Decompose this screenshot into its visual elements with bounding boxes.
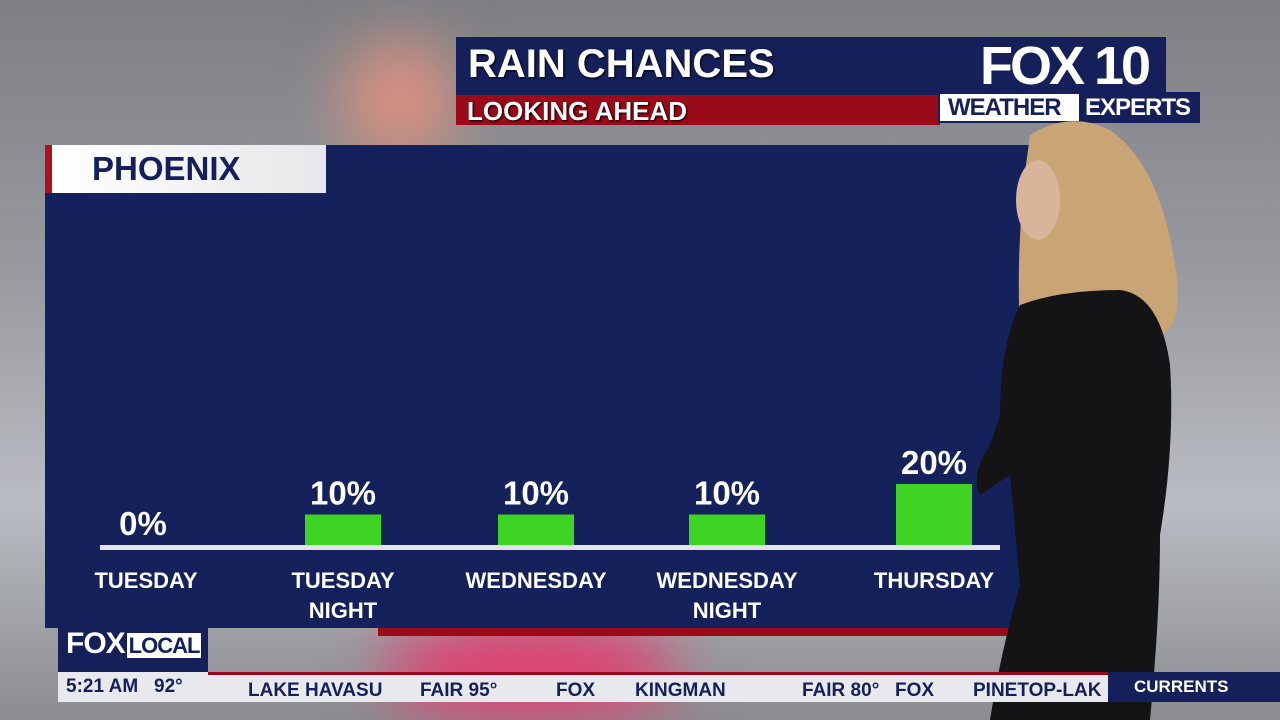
news-ticker: LAKE HAVASU FAIR 95° FOX KINGMAN FAIR 80° FOX… [58, 672, 1280, 702]
ticker-item: FAIR 95° [420, 680, 498, 701]
presenter [976, 121, 1178, 720]
page-title: RAIN CHANCES [468, 42, 775, 86]
subtitle-bar [456, 95, 940, 125]
bar [896, 484, 972, 545]
category-label: TUESDAY [291, 568, 394, 593]
data-label: 0% [119, 505, 167, 542]
logo-tag-left: WEATHER [948, 94, 1062, 121]
ticker-item: FAIR 80° [802, 680, 880, 701]
category-label: THURSDAY [874, 568, 995, 593]
baseline [100, 545, 1000, 550]
data-label: 10% [694, 475, 760, 512]
category-label: NIGHT [693, 598, 762, 623]
city-accent [45, 145, 52, 193]
ticker-item: PINETOP-LAK [973, 680, 1102, 701]
ticker-item: FOX [895, 680, 935, 701]
weather-experts-tag: WEATHER EXPERTS [938, 92, 1200, 123]
category-label: TUESDAY [94, 568, 197, 593]
logo-tag-right: EXPERTS [1078, 94, 1198, 121]
local-brand: LOCAL [126, 633, 202, 658]
panel-accent-line [378, 628, 1028, 636]
subtitle: LOOKING AHEAD [467, 96, 688, 126]
current-temp: 92° [154, 676, 183, 697]
ticker-item: LAKE HAVASU [248, 680, 383, 701]
city-label: PHOENIX [52, 145, 326, 193]
ticker-item: KINGMAN [635, 680, 726, 701]
currents-label: CURRENTS [1108, 672, 1280, 702]
category-label: WEDNESDAY [466, 568, 607, 593]
bar [498, 514, 574, 545]
header-bar [456, 37, 1166, 95]
background-blur [340, 40, 460, 160]
fox-local-logo: FOX LOCAL [58, 616, 208, 672]
current-time: 5:21 AM [66, 676, 139, 697]
bar [689, 514, 765, 545]
time-temp: 5:21 AM 92° [58, 672, 208, 702]
category-label: WEDNESDAY [657, 568, 798, 593]
data-label: 10% [503, 475, 569, 512]
background-blur [380, 620, 680, 720]
bar [305, 514, 381, 545]
category-label: NIGHT [309, 598, 378, 623]
data-label: 10% [310, 475, 376, 512]
data-label: 20% [901, 444, 967, 481]
fox-brand: FOX [66, 627, 126, 660]
ticker-item: FOX [556, 680, 596, 701]
fox10-logo: FOX 10 [980, 36, 1151, 96]
